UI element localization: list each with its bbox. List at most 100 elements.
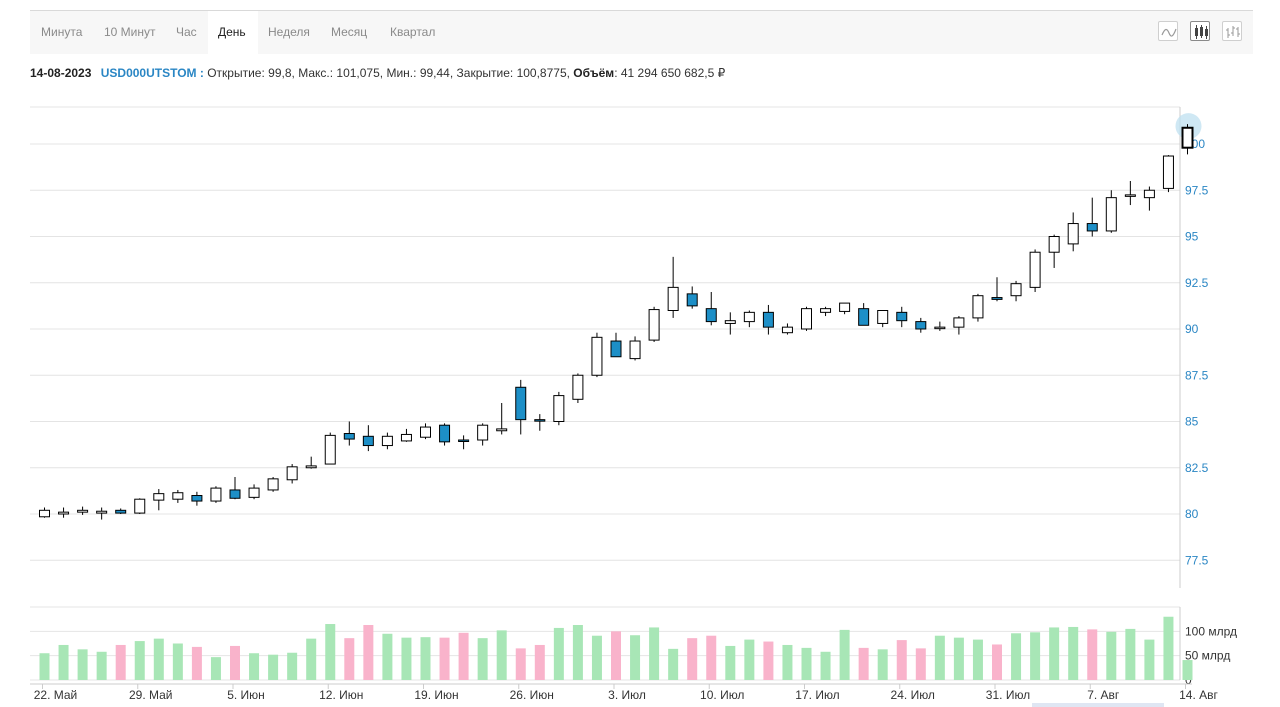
volume-bar [896, 640, 907, 680]
candle-body [820, 308, 832, 313]
volume-bar [420, 637, 431, 680]
volume-bar [439, 637, 450, 680]
candle-body [591, 336, 603, 376]
candlestick-chart-icon [1195, 25, 1208, 39]
candle-body [743, 311, 755, 323]
volume-bar [687, 638, 698, 680]
volume-bar [534, 644, 545, 680]
volume-bar [972, 639, 983, 680]
volume-bar [458, 632, 469, 680]
info-date: 14-08-2023 [30, 66, 92, 80]
tab-hour[interactable]: Час [176, 25, 197, 39]
tab-week[interactable]: Неделя [268, 25, 310, 39]
candle-body [324, 434, 336, 465]
volume-bar [591, 635, 602, 680]
candle-body [343, 433, 355, 440]
candle-body [400, 433, 412, 442]
x-tick-label: 12. Июн [319, 688, 363, 702]
candle-body [1029, 251, 1041, 288]
volume-bar [515, 648, 526, 680]
candle-body [1086, 223, 1098, 232]
price-tick-label: 85 [1185, 415, 1199, 429]
volume-bar [382, 633, 393, 680]
interval-tabs: Минута 10 Минут Час День Неделя Месяц Кв… [30, 11, 1253, 54]
candle-body [439, 424, 451, 443]
volume-bar [1125, 628, 1136, 680]
volume-bar [96, 651, 107, 680]
x-tick-label: 26. Июн [510, 688, 554, 702]
candle-body [724, 320, 736, 324]
candle-body [534, 419, 546, 422]
x-tick-label: 5. Июн [227, 688, 265, 702]
candle-body [915, 321, 927, 330]
candle-body [877, 310, 889, 324]
volume-bar [1011, 633, 1022, 680]
volume-bar [115, 644, 126, 680]
volume-bar [572, 625, 583, 680]
candle-body [801, 308, 812, 330]
price-tick-label: 87.5 [1185, 368, 1209, 382]
x-tick-label: 7. Авг [1087, 688, 1120, 702]
candle-body [115, 509, 127, 514]
volume-bar [401, 637, 412, 680]
info-high: 101,075, [336, 66, 384, 80]
volume-bar [153, 638, 164, 680]
volume-bar [477, 638, 488, 680]
candle-body [762, 311, 774, 328]
info-close-label: Закрытие: [456, 66, 514, 80]
tab-month[interactable]: Месяц [331, 25, 368, 39]
volume-bar [77, 649, 88, 680]
candlestick-chart-button[interactable] [1190, 21, 1210, 41]
candle-body [553, 395, 565, 423]
volume-bar [611, 631, 621, 680]
volume-bar [1163, 616, 1174, 680]
candle-body [305, 465, 317, 469]
volume-bar [1068, 626, 1079, 680]
x-tick-label: 19. Июн [414, 688, 458, 702]
candle-body [172, 492, 184, 500]
volume-tick-label: 100 млрд [1185, 624, 1237, 638]
tab-quarter[interactable]: Квартал [390, 25, 436, 39]
info-volume-label: Объём [573, 66, 615, 80]
candle-body [572, 374, 584, 400]
volume-bar [915, 648, 926, 680]
candle-body [610, 340, 622, 358]
volume-bar [782, 644, 793, 680]
tab-minute[interactable]: Минута [41, 25, 83, 39]
scroll-navigator-thumb [1032, 703, 1164, 707]
volume-bar [934, 635, 945, 680]
volume-bar [744, 639, 755, 680]
candle-body [210, 487, 222, 502]
top-divider [30, 10, 1253, 11]
candle-body [191, 495, 203, 502]
volume-bar [496, 630, 507, 680]
volume-bar [325, 624, 336, 680]
volume-bar [172, 643, 183, 680]
volume-bar [706, 635, 717, 680]
candle-body [896, 311, 908, 322]
candle-body [420, 426, 431, 438]
candle-body [972, 295, 984, 319]
volume-bar [1182, 660, 1193, 680]
line-chart-button[interactable] [1158, 21, 1178, 41]
candle-body [134, 498, 146, 514]
bar-chart-button[interactable] [1222, 21, 1242, 41]
volume-bar [725, 645, 736, 680]
info-open-label: Открытие: [207, 66, 265, 80]
candle-body [1162, 155, 1174, 189]
candle-body [381, 435, 393, 447]
tab-day-label: День [218, 25, 246, 39]
tab-10-minutes[interactable]: 10 Минут [104, 25, 156, 39]
volume-bar [858, 647, 869, 680]
tab-day[interactable]: День [208, 11, 258, 54]
candle-body [1181, 126, 1194, 149]
candle-body [267, 478, 279, 491]
volume-bar [230, 645, 240, 680]
candle-body [839, 302, 851, 312]
candle-body [77, 509, 89, 513]
volume-bar [801, 647, 812, 680]
candle-body [515, 386, 527, 421]
x-tick-label: 17. Июл [795, 688, 839, 702]
volume-bar [39, 653, 50, 680]
